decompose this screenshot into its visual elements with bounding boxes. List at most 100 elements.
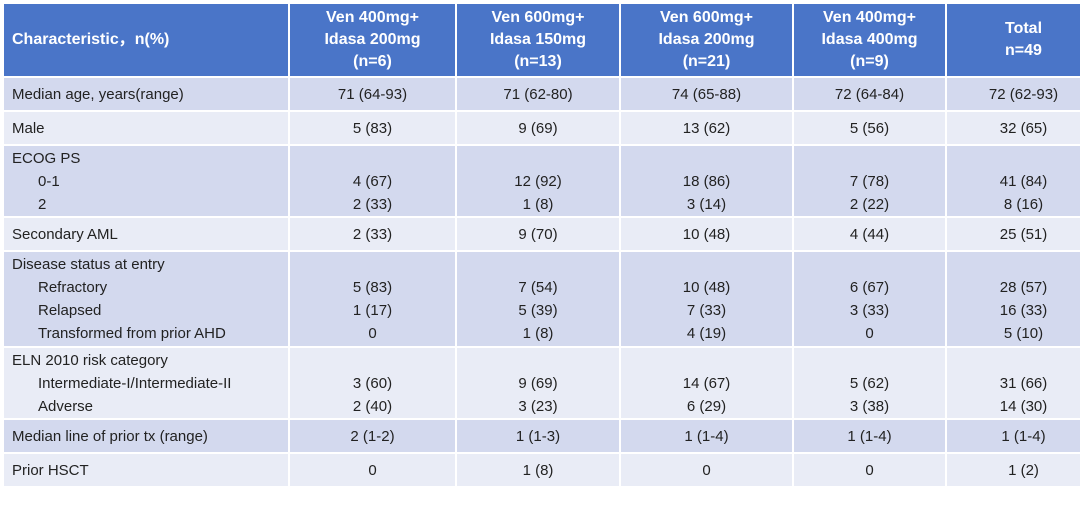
sub-row-label: 2 bbox=[38, 195, 47, 213]
value-cell: 10 (48) 7 (33) 4 (19) bbox=[621, 252, 792, 346]
value-spacer bbox=[794, 349, 945, 372]
header-ven600-idasa150: Ven 600mg+ Idasa 150mg (n=13) bbox=[457, 4, 619, 76]
sub-value: 4 (67) bbox=[352, 172, 393, 190]
sub-value: 2 (40) bbox=[352, 397, 393, 415]
sub-value: 7 (33) bbox=[686, 302, 727, 319]
value-spacer bbox=[457, 253, 619, 276]
value-cell: 5 (83) bbox=[290, 112, 455, 144]
sub-value: 3 (33) bbox=[849, 302, 890, 319]
header-line: Total bbox=[1004, 20, 1043, 37]
characteristics-table: Characteristic，n(%) Ven 400mg+ Idasa 200m… bbox=[2, 2, 1080, 488]
value-spacer bbox=[947, 349, 1080, 372]
sub-value: 8 (16) bbox=[1003, 195, 1044, 213]
header-line: (n=6) bbox=[353, 53, 392, 70]
value-cell: 13 (62) bbox=[621, 112, 792, 144]
value-spacer bbox=[794, 253, 945, 276]
value-cell: 5 (56) bbox=[794, 112, 945, 144]
value-cell: 14 (67) 6 (29) bbox=[621, 348, 792, 418]
sub-value: 28 (57) bbox=[999, 279, 1048, 296]
value-cell: 41 (84) 8 (16) bbox=[947, 146, 1080, 216]
value-cell: 9 (69) bbox=[457, 112, 619, 144]
sub-value: 5 (10) bbox=[1003, 325, 1044, 342]
sub-row-label: Refractory bbox=[38, 279, 108, 296]
header-ven400-idasa200: Ven 400mg+ Idasa 200mg (n=6) bbox=[290, 4, 455, 76]
sub-value: 18 (86) bbox=[682, 172, 731, 190]
row-label-cell: ECOG PS 0-1 2 bbox=[4, 146, 288, 216]
sub-value: 6 (29) bbox=[686, 397, 727, 415]
sub-value: 1 (8) bbox=[522, 195, 554, 213]
table-row: Prior HSCT 0 1 (8) 0 0 1 (2) bbox=[4, 454, 1080, 486]
value-spacer bbox=[621, 147, 792, 170]
sub-value: 3 (23) bbox=[518, 397, 558, 415]
table-row: ELN 2010 risk category Intermediate-I/Int… bbox=[4, 348, 1080, 418]
value-cell: 12 (92) 1 (8) bbox=[457, 146, 619, 216]
row-label-cell: ELN 2010 risk category Intermediate-I/Int… bbox=[4, 348, 288, 418]
table-row: Secondary AML 2 (33) 9 (70) 10 (48) 4 (44) 25… bbox=[4, 218, 1080, 250]
value-spacer bbox=[947, 147, 1080, 170]
table-row: Median line of prior tx (range) 2 (1-2) 1 … bbox=[4, 420, 1080, 452]
value-cell: 1 (1-4) bbox=[621, 420, 792, 452]
sub-value: 7 (54) bbox=[518, 279, 558, 296]
value-spacer bbox=[794, 147, 945, 170]
sub-row-label: 0-1 bbox=[38, 172, 60, 190]
value-cell: 7 (54) 5 (39) 1 (8) bbox=[457, 252, 619, 346]
value-cell: 71 (64-93) bbox=[290, 78, 455, 110]
row-label-cell: Disease status at entry Refractory Relapse… bbox=[4, 252, 288, 346]
row-label: Secondary AML bbox=[12, 225, 118, 243]
value-cell: 5 (62) 3 (38) bbox=[794, 348, 945, 418]
row-label-cell: Median age, years(range) bbox=[4, 78, 288, 110]
value-spacer bbox=[457, 349, 619, 372]
header-line: n=49 bbox=[1005, 42, 1042, 59]
value-cell: 1 (8) bbox=[457, 454, 619, 486]
row-label: Disease status at entry bbox=[12, 256, 165, 273]
value-cell: 18 (86) 3 (14) bbox=[621, 146, 792, 216]
value-cell: 7 (78) 2 (22) bbox=[794, 146, 945, 216]
value-cell: 1 (1-4) bbox=[947, 420, 1080, 452]
value-cell: 2 (1-2) bbox=[290, 420, 455, 452]
value-spacer bbox=[621, 349, 792, 372]
value-cell: 6 (67) 3 (33) 0 bbox=[794, 252, 945, 346]
header-characteristic: Characteristic，n(%) bbox=[4, 4, 288, 76]
value-cell: 10 (48) bbox=[621, 218, 792, 250]
row-label: ECOG PS bbox=[12, 149, 81, 167]
sub-value: 3 (14) bbox=[686, 195, 727, 213]
table-row: Male 5 (83) 9 (69) 13 (62) 5 (56) 32 (65) bbox=[4, 112, 1080, 144]
value-cell: 28 (57) 16 (33) 5 (10) bbox=[947, 252, 1080, 346]
sub-value: 1 (8) bbox=[522, 325, 554, 342]
value-cell: 1 (2) bbox=[947, 454, 1080, 486]
sub-value: 10 (48) bbox=[682, 279, 731, 296]
sub-value: 4 (19) bbox=[686, 325, 727, 342]
value-cell: 4 (44) bbox=[794, 218, 945, 250]
row-label-cell: Prior HSCT bbox=[4, 454, 288, 486]
sub-value: 5 (83) bbox=[352, 279, 393, 296]
header-line: Idasa 200mg bbox=[324, 31, 421, 48]
value-cell: 9 (69) 3 (23) bbox=[457, 348, 619, 418]
table-body: Median age, years(range) 71 (64-93) 71 (62… bbox=[4, 78, 1080, 486]
row-label: Median age, years(range) bbox=[12, 85, 184, 103]
value-cell: 72 (62-93) bbox=[947, 78, 1080, 110]
value-cell: 2 (33) bbox=[290, 218, 455, 250]
sub-value: 14 (67) bbox=[682, 374, 731, 392]
value-cell: 71 (62-80) bbox=[457, 78, 619, 110]
sub-value: 7 (78) bbox=[849, 172, 890, 190]
value-cell: 0 bbox=[794, 454, 945, 486]
header-line: (n=21) bbox=[682, 53, 731, 70]
sub-value: 16 (33) bbox=[999, 302, 1048, 319]
sub-value: 1 (17) bbox=[352, 302, 393, 319]
value-spacer bbox=[621, 253, 792, 276]
sub-value: 0 bbox=[865, 325, 874, 342]
table-row: Median age, years(range) 71 (64-93) 71 (62… bbox=[4, 78, 1080, 110]
value-cell: 25 (51) bbox=[947, 218, 1080, 250]
sub-value: 14 (30) bbox=[999, 397, 1048, 415]
value-cell: 31 (66) 14 (30) bbox=[947, 348, 1080, 418]
header-line: Ven 400mg+ bbox=[823, 9, 916, 26]
header-ven400-idasa400: Ven 400mg+ Idasa 400mg (n=9) bbox=[794, 4, 945, 76]
value-cell: 9 (70) bbox=[457, 218, 619, 250]
value-cell: 1 (1-4) bbox=[794, 420, 945, 452]
row-label: Male bbox=[12, 119, 45, 137]
value-cell: 0 bbox=[290, 454, 455, 486]
sub-value: 5 (39) bbox=[518, 302, 558, 319]
value-cell: 4 (67) 2 (33) bbox=[290, 146, 455, 216]
header-line: Ven 400mg+ bbox=[326, 9, 419, 26]
header-line: Idasa 400mg bbox=[821, 31, 918, 48]
